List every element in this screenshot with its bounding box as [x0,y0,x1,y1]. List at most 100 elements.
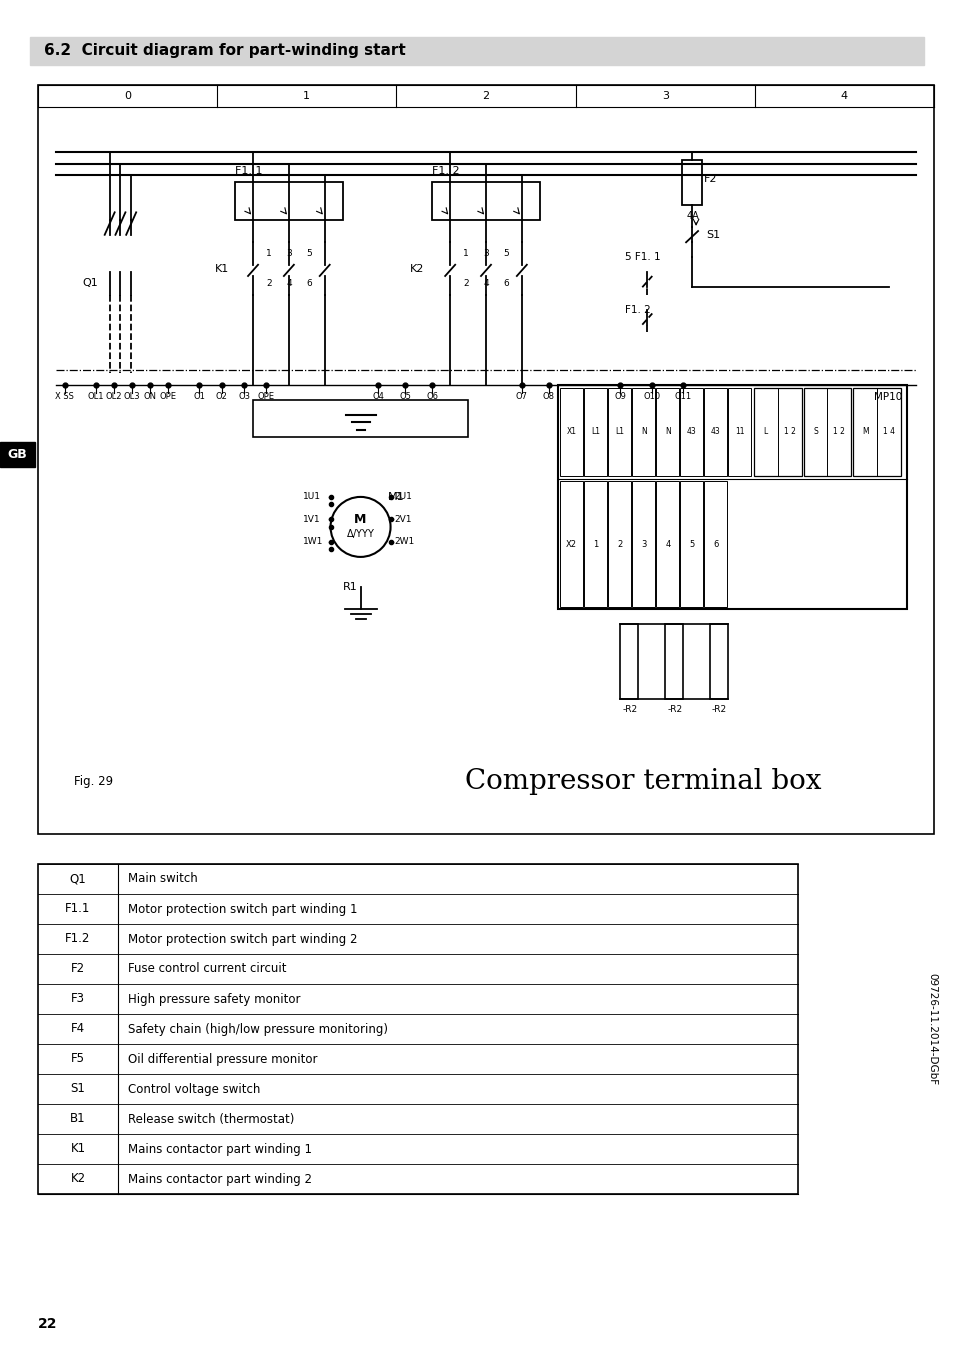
Bar [853,387,901,477]
Bar [753,387,801,477]
Bar [30,37,923,65]
Text: 0: 0 [124,91,131,102]
Text: 43: 43 [686,428,696,436]
Text: F1.1: F1.1 [65,903,91,915]
Text: S1: S1 [705,230,720,240]
Bar [631,387,654,477]
Text: 3: 3 [286,249,292,259]
Bar [38,85,933,834]
Text: Compressor terminal box: Compressor terminal box [464,768,821,795]
Text: 4A: 4A [685,211,699,221]
Bar [802,387,850,477]
Text: 2: 2 [482,91,489,102]
Text: F1. 1: F1. 1 [234,167,262,176]
Text: O6: O6 [426,393,437,401]
Bar [607,481,630,608]
Text: Q1: Q1 [83,279,98,288]
Text: O2: O2 [215,393,228,401]
Text: 1 4: 1 4 [882,428,894,436]
Text: 1: 1 [462,249,468,259]
Text: Control voltage switch: Control voltage switch [128,1082,260,1095]
Text: Main switch: Main switch [128,872,197,886]
Text: ON: ON [143,393,156,401]
Text: OPE: OPE [257,393,274,401]
Text: N: N [640,428,646,436]
Text: 4: 4 [482,279,488,288]
Text: 1: 1 [593,540,598,548]
Bar [432,183,539,219]
Text: F1. 2: F1. 2 [432,167,459,176]
Text: Safety chain (high/low pressure monitoring): Safety chain (high/low pressure monitori… [128,1022,388,1036]
Text: 3: 3 [661,91,668,102]
Bar [703,387,726,477]
Bar [679,481,702,608]
Text: MP10: MP10 [873,391,902,402]
Bar [558,385,906,609]
Text: 3: 3 [640,540,646,548]
Text: 2U1: 2U1 [395,493,412,501]
Text: 1: 1 [303,91,310,102]
Bar [703,481,726,608]
Text: Release switch (thermostat): Release switch (thermostat) [128,1113,294,1125]
Text: X2: X2 [565,540,577,548]
Text: O3: O3 [238,393,250,401]
Text: R1: R1 [342,582,357,592]
Text: -R2: -R2 [621,704,637,714]
Text: 2: 2 [266,279,272,288]
Text: OL3: OL3 [124,393,140,401]
Text: -R2: -R2 [711,704,726,714]
Text: OPE: OPE [159,393,176,401]
Text: 4: 4 [840,91,847,102]
Bar [631,481,654,608]
Text: 6: 6 [306,279,312,288]
Text: S: S [812,428,817,436]
Bar [679,387,702,477]
Text: Oil differential pressure monitor: Oil differential pressure monitor [128,1052,317,1066]
Text: O9: O9 [614,393,626,401]
Text: L1: L1 [591,428,599,436]
Bar [0,441,35,467]
Text: M: M [354,513,366,527]
Text: 1U1: 1U1 [302,493,320,501]
Text: OL2: OL2 [106,393,122,401]
Text: Motor protection switch part winding 1: Motor protection switch part winding 1 [128,903,357,915]
Text: X SS: X SS [55,393,74,401]
Bar [681,160,701,204]
Text: 1: 1 [266,249,272,259]
Text: K1: K1 [71,1143,86,1155]
Text: 4: 4 [664,540,670,548]
Text: M1: M1 [387,492,404,502]
Text: X1: X1 [566,428,576,436]
Text: K2: K2 [71,1173,86,1186]
Bar [727,387,750,477]
Bar [619,624,638,699]
Text: L: L [763,428,767,436]
Text: F4: F4 [71,1022,85,1036]
Text: 1 2: 1 2 [833,428,844,436]
Text: -R2: -R2 [666,704,681,714]
Text: High pressure safety monitor: High pressure safety monitor [128,992,300,1006]
Text: 5: 5 [502,249,508,259]
Text: O7: O7 [516,393,527,401]
Text: 1V1: 1V1 [302,515,320,524]
Text: OL1: OL1 [88,393,105,401]
Text: K1: K1 [214,264,229,274]
Text: O1: O1 [193,393,205,401]
Text: O11: O11 [674,393,691,401]
Text: Fig. 29: Fig. 29 [73,774,112,788]
Text: N: N [664,428,670,436]
Text: 11: 11 [735,428,744,436]
Bar [709,624,727,699]
Text: Q1: Q1 [70,872,87,886]
Text: Fuse control current circuit: Fuse control current circuit [128,963,286,975]
Text: 2V1: 2V1 [395,515,412,524]
Text: F2: F2 [71,963,85,975]
Text: L1: L1 [615,428,623,436]
Bar [234,183,342,219]
Text: Mains contactor part winding 2: Mains contactor part winding 2 [128,1173,312,1186]
Text: F2: F2 [703,173,717,184]
Text: 1W1: 1W1 [302,538,323,547]
Text: 09726-11.2014-DGbF: 09726-11.2014-DGbF [926,974,936,1085]
Text: 4: 4 [286,279,292,288]
Bar [38,864,797,1194]
